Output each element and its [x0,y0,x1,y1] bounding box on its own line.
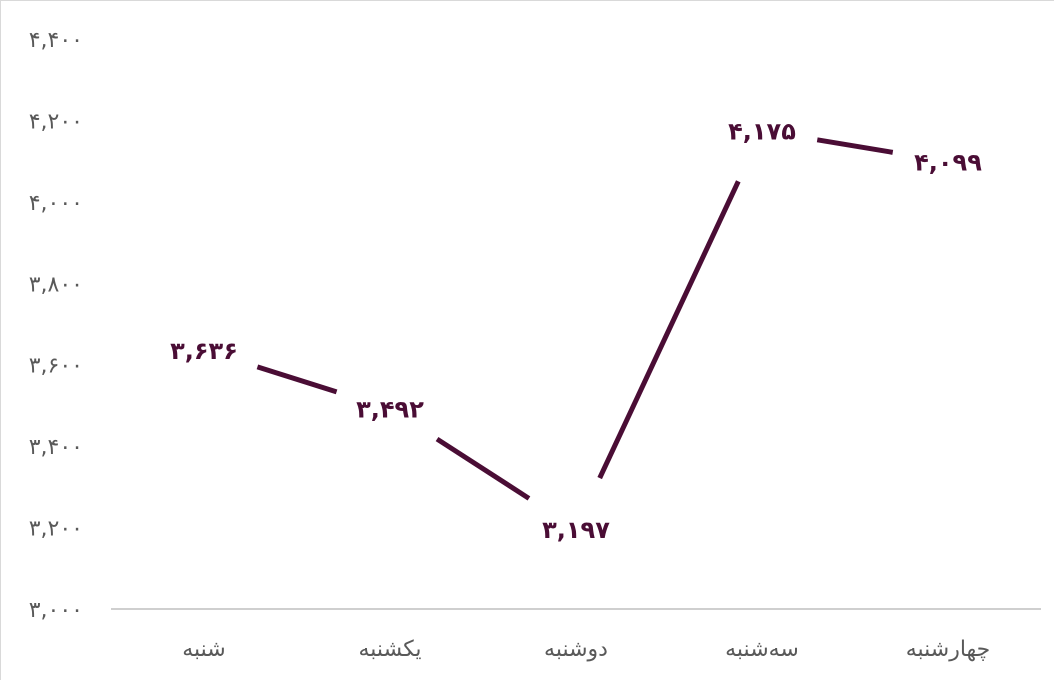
data-label: ۳,۱۹۷ [542,516,610,544]
y-tick-label: ۳,۲۰۰ [29,517,83,542]
y-tick-label: ۳,۸۰۰ [29,272,83,297]
data-label: ۳,۴۹۲ [356,396,424,424]
series-segment [435,436,531,501]
y-tick-label: ۴,۲۰۰ [29,109,83,134]
series-segment [256,364,338,395]
x-category-label: سه‌شنبه [725,637,799,662]
y-tick-label: ۳,۰۰۰ [29,598,83,623]
data-label: ۴,۰۹۹ [914,149,982,177]
series-line [256,137,894,501]
series-segment [597,180,741,480]
data-label: ۳,۶۳۶ [170,337,238,365]
y-tick-label: ۴,۴۰۰ [29,28,83,53]
x-category-label: شنبه [182,637,226,662]
y-tick-label: ۴,۰۰۰ [29,191,83,216]
y-axis-tick-labels: ۳,۰۰۰ ۳,۲۰۰ ۳,۴۰۰ ۳,۶۰۰ ۳,۸۰۰ ۴,۰۰۰ ۴,۲۰۰ ۴,۴۰۰ [29,28,83,623]
y-tick-label: ۳,۴۰۰ [29,435,83,460]
data-label: ۴,۱۷۵ [728,118,796,146]
data-labels: ۳,۶۳۶ ۳,۴۹۲ ۳,۱۹۷ ۴,۱۷۵ ۴,۰۹۹ [170,118,982,544]
x-category-label: چهارشنبه [906,637,991,662]
series-segment [816,137,894,155]
x-category-label: یکشنبه [359,637,422,662]
y-tick-label: ۳,۶۰۰ [29,354,83,379]
x-category-label: دوشنبه [544,637,608,662]
x-axis-category-labels: شنبه یکشنبه دوشنبه سه‌شنبه چهارشنبه [182,637,990,662]
